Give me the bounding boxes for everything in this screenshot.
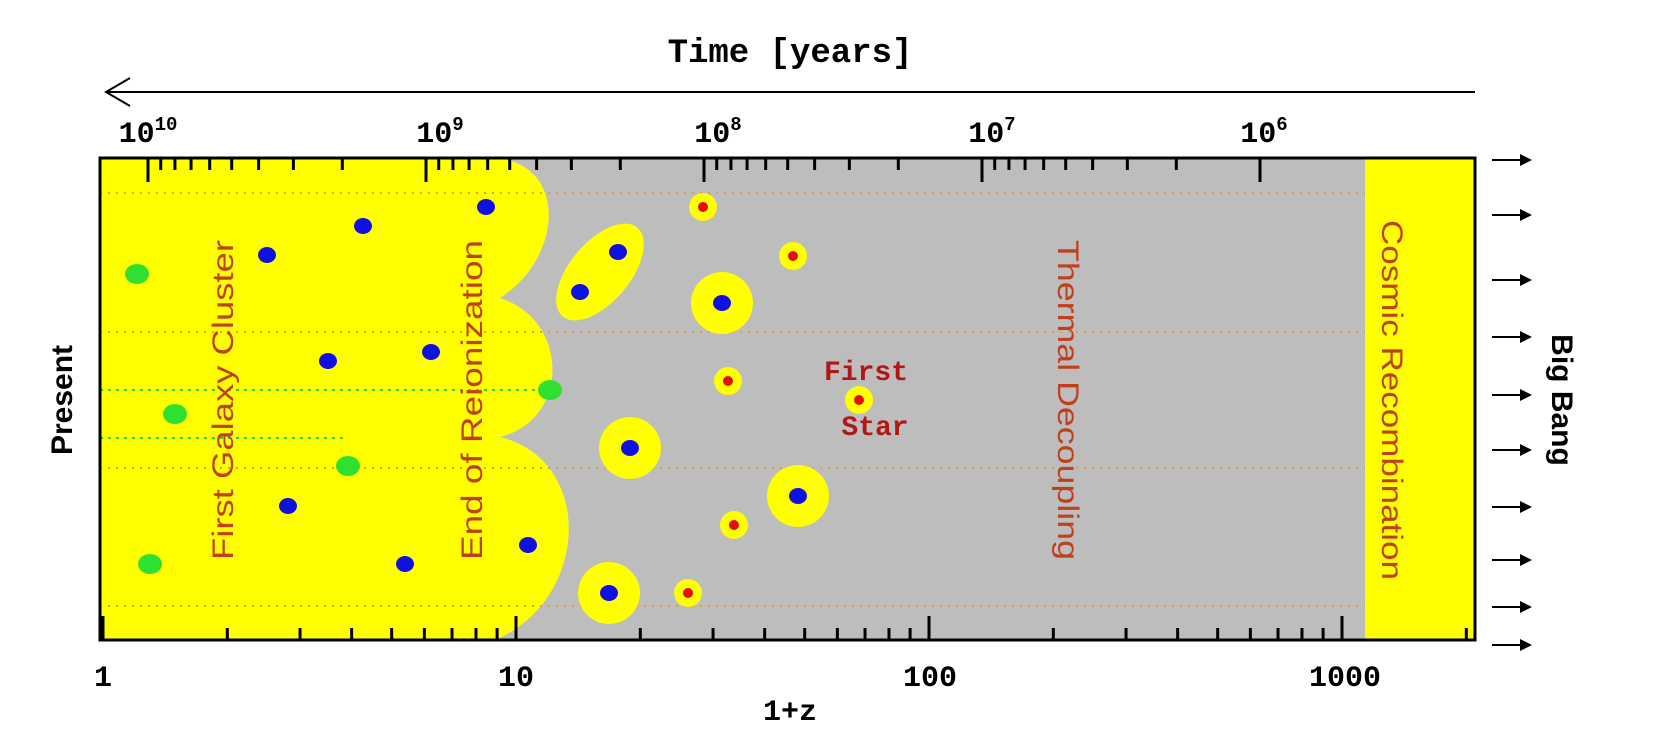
galaxy xyxy=(258,247,276,263)
galaxy xyxy=(319,353,337,369)
diagram: Time [years] 1010 109 108 107 106 1 10 1… xyxy=(0,0,1668,756)
galaxy xyxy=(609,244,627,260)
region-label: First Galaxy Cluster xyxy=(207,240,240,560)
top-tick-label: 109 xyxy=(416,114,463,152)
region-label: Cosmic Recombination xyxy=(1375,220,1408,580)
star xyxy=(723,376,733,386)
annotation: Star xyxy=(841,413,908,444)
galaxy xyxy=(571,284,589,300)
galaxy xyxy=(396,556,414,572)
tick-base: 10 xyxy=(968,118,1004,152)
arrow-head xyxy=(1520,154,1532,166)
region-label: End of Reionization xyxy=(456,240,489,560)
galaxy xyxy=(422,344,440,360)
bottom-tick-label: 1000 xyxy=(1309,662,1381,696)
present-label: Present xyxy=(46,345,79,455)
galaxy xyxy=(789,488,807,504)
bottom-tick-label: 10 xyxy=(498,662,534,696)
top-tick-label: 106 xyxy=(1240,114,1287,152)
star xyxy=(854,395,864,405)
arrow-head xyxy=(1520,554,1532,566)
top-tick-label: 108 xyxy=(694,114,741,152)
arrow-head xyxy=(1520,209,1532,221)
cluster xyxy=(125,264,149,284)
star xyxy=(788,251,798,261)
arrow-head xyxy=(1520,331,1532,343)
cluster xyxy=(163,404,187,424)
arrow-head xyxy=(1520,274,1532,286)
cluster xyxy=(538,380,562,400)
big-bang-label: Big Bang xyxy=(1545,334,1578,466)
galaxy xyxy=(354,218,372,234)
tick-exponent: 6 xyxy=(1276,114,1287,136)
reionized-region xyxy=(100,158,569,640)
galaxy xyxy=(621,440,639,456)
arrow-head xyxy=(1520,639,1532,651)
bottom-tick-label: 100 xyxy=(903,662,957,696)
tick-exponent: 10 xyxy=(155,114,178,136)
bottom-axis-label: 1+z xyxy=(763,696,817,730)
arrow-head xyxy=(1520,389,1532,401)
tick-exponent: 8 xyxy=(730,114,741,136)
star xyxy=(698,202,708,212)
title: Time [years] xyxy=(668,35,913,73)
annotation: First xyxy=(824,358,908,389)
tick-exponent: 9 xyxy=(452,114,463,136)
cluster xyxy=(138,554,162,574)
star xyxy=(729,520,739,530)
tick-base: 10 xyxy=(119,118,155,152)
tick-base: 10 xyxy=(694,118,730,152)
tick-base: 10 xyxy=(1240,118,1276,152)
cluster xyxy=(336,456,360,476)
star xyxy=(683,588,693,598)
bottom-tick-label: 1 xyxy=(94,662,112,696)
galaxy xyxy=(713,295,731,311)
region-label: Thermal Decoupling xyxy=(1051,240,1084,560)
arrow-head xyxy=(1520,444,1532,456)
galaxy xyxy=(600,585,618,601)
tick-exponent: 7 xyxy=(1004,114,1015,136)
arrow-head xyxy=(1520,601,1532,613)
top-tick-label: 1010 xyxy=(119,114,178,152)
tick-base: 10 xyxy=(416,118,452,152)
galaxy xyxy=(519,537,537,553)
galaxy xyxy=(279,498,297,514)
top-tick-label: 107 xyxy=(968,114,1015,152)
galaxy xyxy=(477,199,495,215)
arrow-head xyxy=(1520,501,1532,513)
